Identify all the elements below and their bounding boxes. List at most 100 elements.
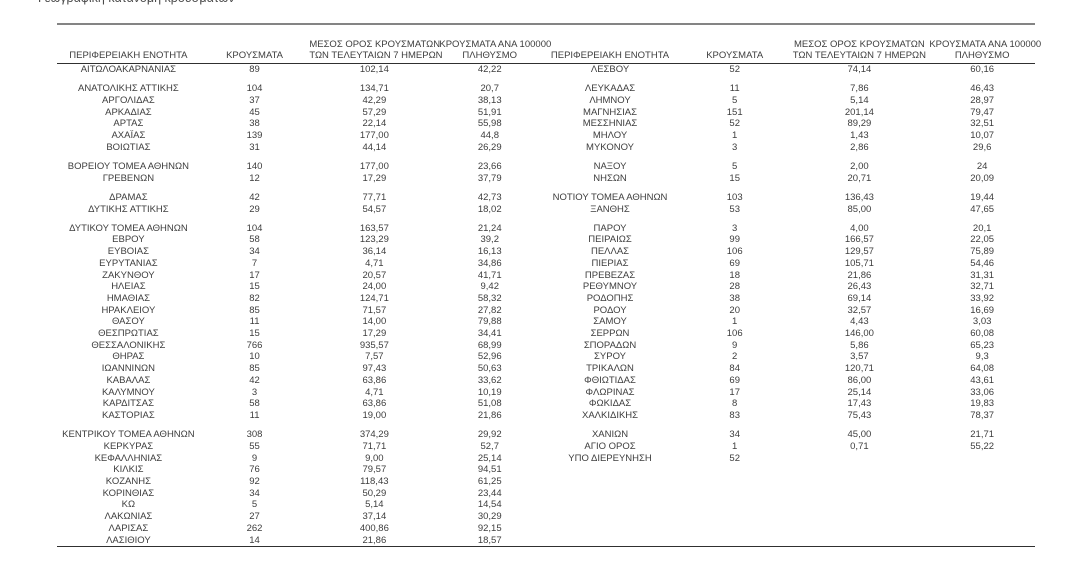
region-name-cell-right: ΦΩΚΙΔΑΣ (588, 398, 632, 410)
cases-cell-right: 52 (729, 64, 740, 75)
avg7-cell-right: 5,14 (850, 94, 869, 106)
cases-cell-left: 45 (249, 106, 260, 118)
region-name-cell-right (540, 464, 680, 476)
avg7-cell-left: 374,29 (359, 429, 389, 441)
per100k-cell-right: 79,47 (970, 106, 995, 118)
avg7-cell-left: 177,00 (359, 160, 389, 172)
table-row: ΛΑΡΙΣΑΣ 262 400,86 92,15 (57, 523, 1035, 535)
avg7-cell-right: 75,43 (847, 409, 872, 421)
regional-cases-table: ΠΕΡΙΦΕΡΕΙΑΚΗ ΕΝΟΤΗΤΑ ΚΡΟΥΣΜΑΤΑ ΜΕΣΟΣ ΟΡΟ… (57, 23, 1042, 548)
region-name-cell-left: ΛΑΣΙΘΙΟΥ (106, 534, 151, 546)
region-name-cell-left: ΕΥΡΥΤΑΝΙΑΣ (99, 257, 158, 269)
region-name-cell-left: ΚΕΝΤΡΙΚΟΥ ΤΟΜΕΑ ΑΘΗΝΩΝ (62, 429, 195, 441)
per100k-cell-right: 28,97 (970, 94, 995, 106)
clipped-caption-text: Γεωγραφική κατανομή κρουσμάτων (38, 0, 235, 5)
avg7-cell-right (789, 499, 929, 511)
per100k-cell-right: 20,1 (972, 222, 992, 234)
per100k-cell-right (929, 499, 1035, 511)
cases-cell-right: 84 (729, 363, 740, 375)
avg7-cell-left: 400,86 (359, 522, 389, 534)
per100k-cell-left: 39,2 (480, 234, 499, 246)
table-row: ΑΙΤΩΛΟΑΚΑΡΝΑΝΙΑΣ 89 102,14 42,22 ΛΕΣΒΟΥ 52 74,… (57, 64, 1035, 76)
region-name-cell-left: ΙΩΑΝΝΙΝΩΝ (101, 363, 156, 375)
spacer-row (57, 153, 1035, 161)
per100k-cell-right: 16,69 (970, 304, 995, 316)
header-cases-right: ΚΡΟΥΣΜΑΤΑ (679, 23, 790, 64)
per100k-cell-left: 33,62 (477, 374, 502, 386)
per100k-cell-right: 29,6 (972, 141, 992, 153)
avg7-cell-left: 5,14 (365, 499, 384, 511)
per100k-cell-right (929, 464, 1035, 476)
cases-cell-left: 85 (249, 363, 260, 375)
table-row: ΔΡΑΜΑΣ 42 77,71 42,73 ΝΟΤΙΟΥ ΤΟΜΕΑ ΑΘΗΝΩΝ 103… (57, 192, 1035, 204)
avg7-cell-right (789, 464, 929, 476)
header-region-left-label: ΠΕΡΙΦΕΡΕΙΑΚΗ ΕΝΟΤΗΤΑ (69, 50, 188, 61)
header-per100k-left-line1: ΚΡΟΥΣΜΑΤΑ ΑΝΑ 100000 (439, 39, 552, 50)
region-name-cell-left: ΚΑΡΔΙΤΣΑΣ (102, 398, 154, 410)
cases-cell-left: 11 (249, 316, 260, 328)
per100k-cell-right: 21,71 (970, 429, 995, 441)
avg7-cell-right: 136,43 (844, 191, 874, 203)
per100k-cell-right: 55,22 (970, 440, 995, 452)
table-body: ΑΙΤΩΛΟΑΚΑΡΝΑΝΙΑΣ 89 102,14 42,22 ΛΕΣΒΟΥ 52 74,… (57, 64, 1035, 547)
per100k-cell-left: 42,73 (477, 191, 502, 203)
per100k-cell-right: 33,06 (970, 386, 995, 398)
table-row: ΔΥΤΙΚΗΣ ΑΤΤΙΚΗΣ 29 54,57 18,02 ΞΑΝΘΗΣ 53 85,00… (57, 204, 1035, 216)
region-name-cell-left: ΚΑΛΥΜΝΟΥ (101, 386, 155, 398)
per100k-cell-right: 31,31 (970, 269, 995, 281)
region-name-cell-left: ΒΟΡΕΙΟΥ ΤΟΜΕΑ ΑΘΗΝΩΝ (67, 160, 189, 172)
avg7-cell-right: 4,43 (850, 316, 869, 328)
per100k-cell-left: 51,08 (477, 398, 502, 410)
table-row: ΚΕΡΚΥΡΑΣ 55 71,71 52,7 ΑΓΙΟ ΟΡΟΣ 1 0,71 55,22 (57, 441, 1035, 453)
cases-cell-left: 85 (249, 304, 260, 316)
avg7-cell-left: 97,43 (362, 363, 387, 375)
region-name-cell-right: ΠΕΛΛΑΣ (590, 246, 630, 258)
region-name-cell-left: ΚΕΡΚΥΡΑΣ (103, 440, 154, 452)
cases-cell-right: 8 (732, 398, 738, 410)
per100k-cell-right: 60,08 (970, 328, 995, 340)
per100k-cell-left: 41,71 (477, 269, 502, 281)
region-name-cell-right: ΑΓΙΟ ΟΡΟΣ (584, 440, 636, 452)
region-name-cell-left: ΘΕΣΣΑΛΟΝΙΚΗΣ (91, 339, 166, 351)
avg7-cell-right: 74,14 (847, 64, 872, 75)
cases-cell-right: 106 (726, 328, 743, 340)
table-row: ΔΥΤΙΚΟΥ ΤΟΜΕΑ ΑΘΗΝΩΝ 104 163,57 21,24 ΠΑΡΟΥ 3… (57, 223, 1035, 235)
header-per100k-right-line1: ΚΡΟΥΣΜΑΤΑ ΑΝΑ 100000 (929, 39, 1042, 50)
cases-cell-left: 766 (246, 339, 263, 351)
table-row: ΚΙΛΚΙΣ 76 79,57 94,51 (57, 464, 1035, 476)
avg7-cell-left: 17,29 (362, 328, 387, 340)
cases-cell-right: 69 (729, 374, 740, 386)
region-name-cell-left: ΕΒΡΟΥ (112, 234, 145, 246)
header-per100k-left: ΚΡΟΥΣΜΑΤΑ ΑΝΑ 100000 ΠΛΗΘΥΣΜΟ (439, 23, 552, 64)
region-name-cell-right: ΧΑΛΚΙΔΙΚΗΣ (581, 409, 639, 421)
region-name-cell-left: ΚΕΦΑΛΛΗΝΙΑΣ (94, 452, 163, 464)
cases-cell-right: 34 (729, 429, 740, 441)
cases-cell-left: 31 (249, 141, 260, 153)
table-row: ΗΡΑΚΛΕΙΟΥ 85 71,57 27,82 ΡΟΔΟΥ 20 32,57 16,69 (57, 305, 1035, 317)
cases-cell-left: 34 (249, 487, 260, 499)
cases-cell-right: 20 (729, 304, 740, 316)
table-row: ΒΟΡΕΙΟΥ ΤΟΜΕΑ ΑΘΗΝΩΝ 140 177,00 23,66 ΝΑΞΟΥ 5… (57, 161, 1035, 173)
avg7-cell-left: 134,71 (359, 83, 389, 95)
avg7-cell-right: 86,00 (847, 374, 872, 386)
avg7-cell-left: 9,00 (365, 452, 384, 464)
cases-cell-right (680, 535, 790, 547)
header-avg7-right-line2: ΤΩΝ ΤΕΛΕΥΤΑΙΩΝ 7 ΗΜΕΡΩΝ (792, 50, 926, 61)
per100k-cell-left: 9,42 (480, 281, 499, 293)
per100k-cell-left: 21,24 (477, 222, 502, 234)
per100k-cell-left: 21,86 (477, 409, 502, 421)
region-name-cell-left: ΑΡΓΟΛΙΔΑΣ (102, 94, 155, 106)
spacer-cell (57, 184, 1035, 192)
table-row: ΑΡΚΑΔΙΑΣ 45 57,29 51,91 ΜΑΓΝΗΣΙΑΣ 151 201,14 79… (57, 107, 1035, 119)
header-row: ΠΕΡΙΦΕΡΕΙΑΚΗ ΕΝΟΤΗΤΑ ΚΡΟΥΣΜΑΤΑ ΜΕΣΟΣ ΟΡΟ… (57, 23, 1042, 64)
per100k-cell-right: 10,07 (970, 130, 995, 142)
cases-cell-left: 42 (249, 374, 260, 386)
avg7-cell-right (789, 488, 929, 500)
region-name-cell-right: ΦΛΩΡΙΝΑΣ (585, 386, 635, 398)
header-avg7-right-line1: ΜΕΣΟΣ ΟΡΟΣ ΚΡΟΥΣΜΑΤΩΝ (794, 39, 925, 50)
per100k-cell-right: 33,92 (970, 292, 995, 304)
avg7-cell-left: 22,14 (362, 118, 387, 130)
avg7-cell-left: 14,00 (362, 316, 387, 328)
avg7-cell-left: 44,14 (362, 141, 387, 153)
